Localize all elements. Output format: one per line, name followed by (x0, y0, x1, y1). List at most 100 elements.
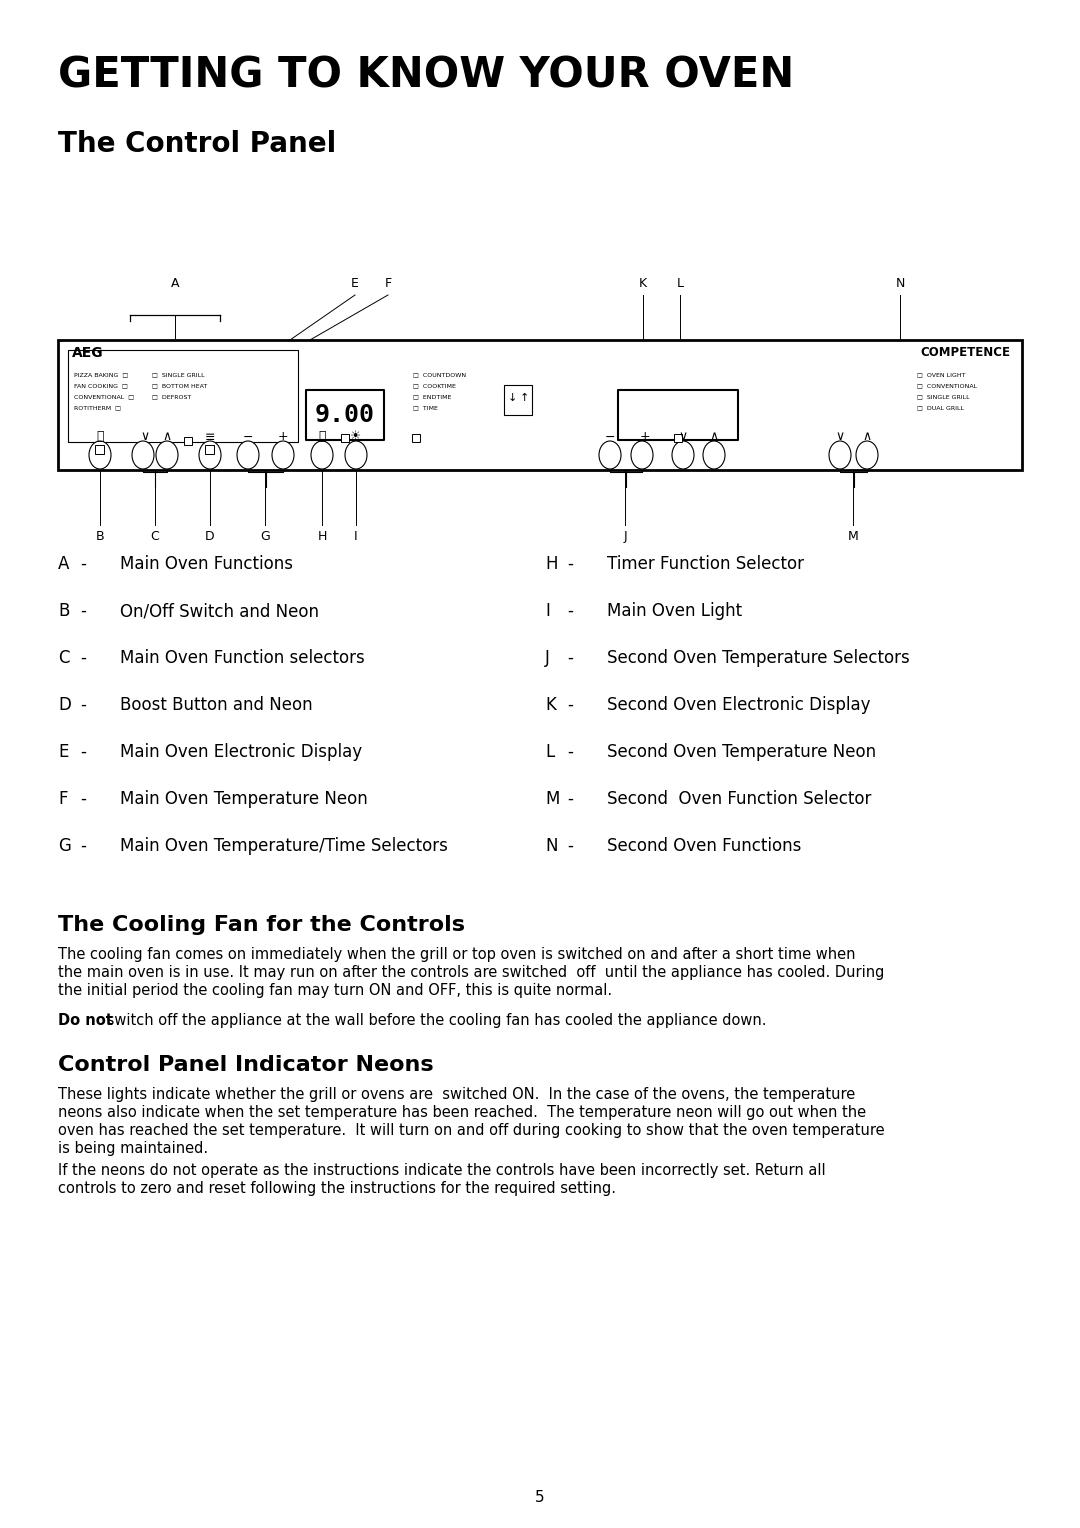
Text: On/Off Switch and Neon: On/Off Switch and Neon (120, 602, 319, 620)
Text: □  SINGLE GRILL: □ SINGLE GRILL (152, 371, 204, 377)
Text: A: A (171, 277, 179, 290)
Text: PIZZA BAKING  □: PIZZA BAKING □ (75, 371, 129, 377)
Ellipse shape (703, 442, 725, 469)
Text: B: B (58, 602, 69, 620)
Ellipse shape (631, 442, 653, 469)
Text: E: E (58, 743, 68, 761)
Bar (58, 341, 1022, 471)
Text: switch off the appliance at the wall before the cooling fan has cooled the appli: switch off the appliance at the wall bef… (102, 1013, 767, 1028)
Text: The Cooling Fan for the Controls: The Cooling Fan for the Controls (58, 915, 465, 935)
Bar (68, 350, 298, 442)
Bar (674, 434, 681, 442)
Text: controls to zero and reset following the instructions for the required setting.: controls to zero and reset following the… (58, 1181, 616, 1196)
Text: CONVENTIONAL  □: CONVENTIONAL □ (75, 394, 134, 399)
Text: If the neons do not operate as the instructions indicate the controls have been : If the neons do not operate as the instr… (58, 1163, 825, 1178)
Text: the main oven is in use. It may run on after the controls are switched  off  unt: the main oven is in use. It may run on a… (58, 966, 885, 979)
Text: F: F (58, 790, 67, 808)
Text: G: G (58, 837, 71, 856)
Text: Main Oven Light: Main Oven Light (607, 602, 742, 620)
Text: Main Oven Function selectors: Main Oven Function selectors (120, 649, 365, 668)
Ellipse shape (829, 442, 851, 469)
Text: -: - (80, 743, 86, 761)
Text: ∧: ∧ (863, 431, 872, 443)
Text: □  OVEN LIGHT: □ OVEN LIGHT (917, 371, 966, 377)
Text: -: - (567, 602, 572, 620)
Text: ☀: ☀ (350, 431, 362, 443)
Text: Second Oven Temperature Selectors: Second Oven Temperature Selectors (607, 649, 909, 668)
Text: Second Oven Electronic Display: Second Oven Electronic Display (607, 695, 870, 714)
Text: ↑: ↑ (519, 393, 529, 403)
Text: Main Oven Electronic Display: Main Oven Electronic Display (120, 743, 362, 761)
Text: ROTITHERM  □: ROTITHERM □ (75, 405, 121, 410)
Text: K: K (545, 695, 556, 714)
Text: -: - (567, 555, 572, 573)
Text: -: - (80, 837, 86, 856)
Text: J: J (545, 649, 550, 668)
Text: ∨: ∨ (140, 431, 149, 443)
Text: G: G (260, 530, 270, 542)
Text: D: D (205, 530, 215, 542)
Text: ⏰: ⏰ (319, 431, 326, 443)
Text: the initial period the cooling fan may turn ON and OFF, this is quite normal.: the initial period the cooling fan may t… (58, 983, 612, 998)
Ellipse shape (599, 442, 621, 469)
Text: K: K (639, 277, 647, 290)
Text: ∨: ∨ (678, 431, 688, 443)
Ellipse shape (672, 442, 694, 469)
Text: FAN COOKING  □: FAN COOKING □ (75, 384, 127, 388)
Text: Second Oven Functions: Second Oven Functions (607, 837, 801, 856)
Text: C: C (150, 530, 160, 542)
Text: ∧: ∧ (162, 431, 172, 443)
Text: □  COOKTIME: □ COOKTIME (413, 384, 456, 388)
Text: Main Oven Temperature Neon: Main Oven Temperature Neon (120, 790, 368, 808)
Text: These lights indicate whether the grill or ovens are  switched ON.  In the case : These lights indicate whether the grill … (58, 1086, 855, 1102)
Ellipse shape (856, 442, 878, 469)
Text: ↓: ↓ (508, 393, 516, 403)
Bar (341, 434, 349, 442)
Ellipse shape (199, 442, 221, 469)
Text: H: H (545, 555, 557, 573)
Text: oven has reached the set temperature.  It will turn on and off during cooking to: oven has reached the set temperature. It… (58, 1123, 885, 1138)
Text: The cooling fan comes on immediately when the grill or top oven is switched on a: The cooling fan comes on immediately whe… (58, 947, 855, 963)
Text: L: L (676, 277, 684, 290)
Text: Timer Function Selector: Timer Function Selector (607, 555, 804, 573)
Text: □  TIME: □ TIME (413, 405, 437, 410)
Text: ∨: ∨ (836, 431, 845, 443)
Ellipse shape (237, 442, 259, 469)
Text: ≡: ≡ (205, 431, 215, 443)
Text: −: − (243, 431, 253, 443)
Text: is being maintained.: is being maintained. (58, 1141, 208, 1157)
Text: -: - (567, 790, 572, 808)
Text: □  COUNTDOWN: □ COUNTDOWN (413, 371, 467, 377)
Text: ⓘ: ⓘ (96, 431, 104, 443)
Ellipse shape (345, 442, 367, 469)
Text: -: - (80, 649, 86, 668)
Ellipse shape (89, 442, 111, 469)
Text: -: - (80, 695, 86, 714)
Text: neons also indicate when the set temperature has been reached.  The temperature : neons also indicate when the set tempera… (58, 1105, 866, 1120)
Text: +: + (278, 431, 288, 443)
Ellipse shape (311, 442, 333, 469)
Text: D: D (58, 695, 71, 714)
Text: B: B (96, 530, 105, 542)
Text: -: - (567, 649, 572, 668)
Text: A: A (58, 555, 69, 573)
Text: L: L (545, 743, 554, 761)
Bar (184, 437, 192, 445)
Text: −: − (605, 431, 616, 443)
Text: F: F (384, 277, 392, 290)
Text: -: - (567, 837, 572, 856)
Text: ∧: ∧ (710, 431, 718, 443)
Text: I: I (354, 530, 357, 542)
Bar (411, 434, 420, 442)
Text: Main Oven Temperature/Time Selectors: Main Oven Temperature/Time Selectors (120, 837, 448, 856)
Text: Do not: Do not (58, 1013, 113, 1028)
Text: AEG: AEG (72, 345, 104, 361)
Text: Control Panel Indicator Neons: Control Panel Indicator Neons (58, 1054, 434, 1076)
Text: I: I (545, 602, 550, 620)
Text: COMPETENCE: COMPETENCE (920, 345, 1010, 359)
Text: M: M (545, 790, 559, 808)
Text: -: - (80, 602, 86, 620)
Text: Boost Button and Neon: Boost Button and Neon (120, 695, 312, 714)
Bar (504, 385, 532, 416)
Ellipse shape (272, 442, 294, 469)
